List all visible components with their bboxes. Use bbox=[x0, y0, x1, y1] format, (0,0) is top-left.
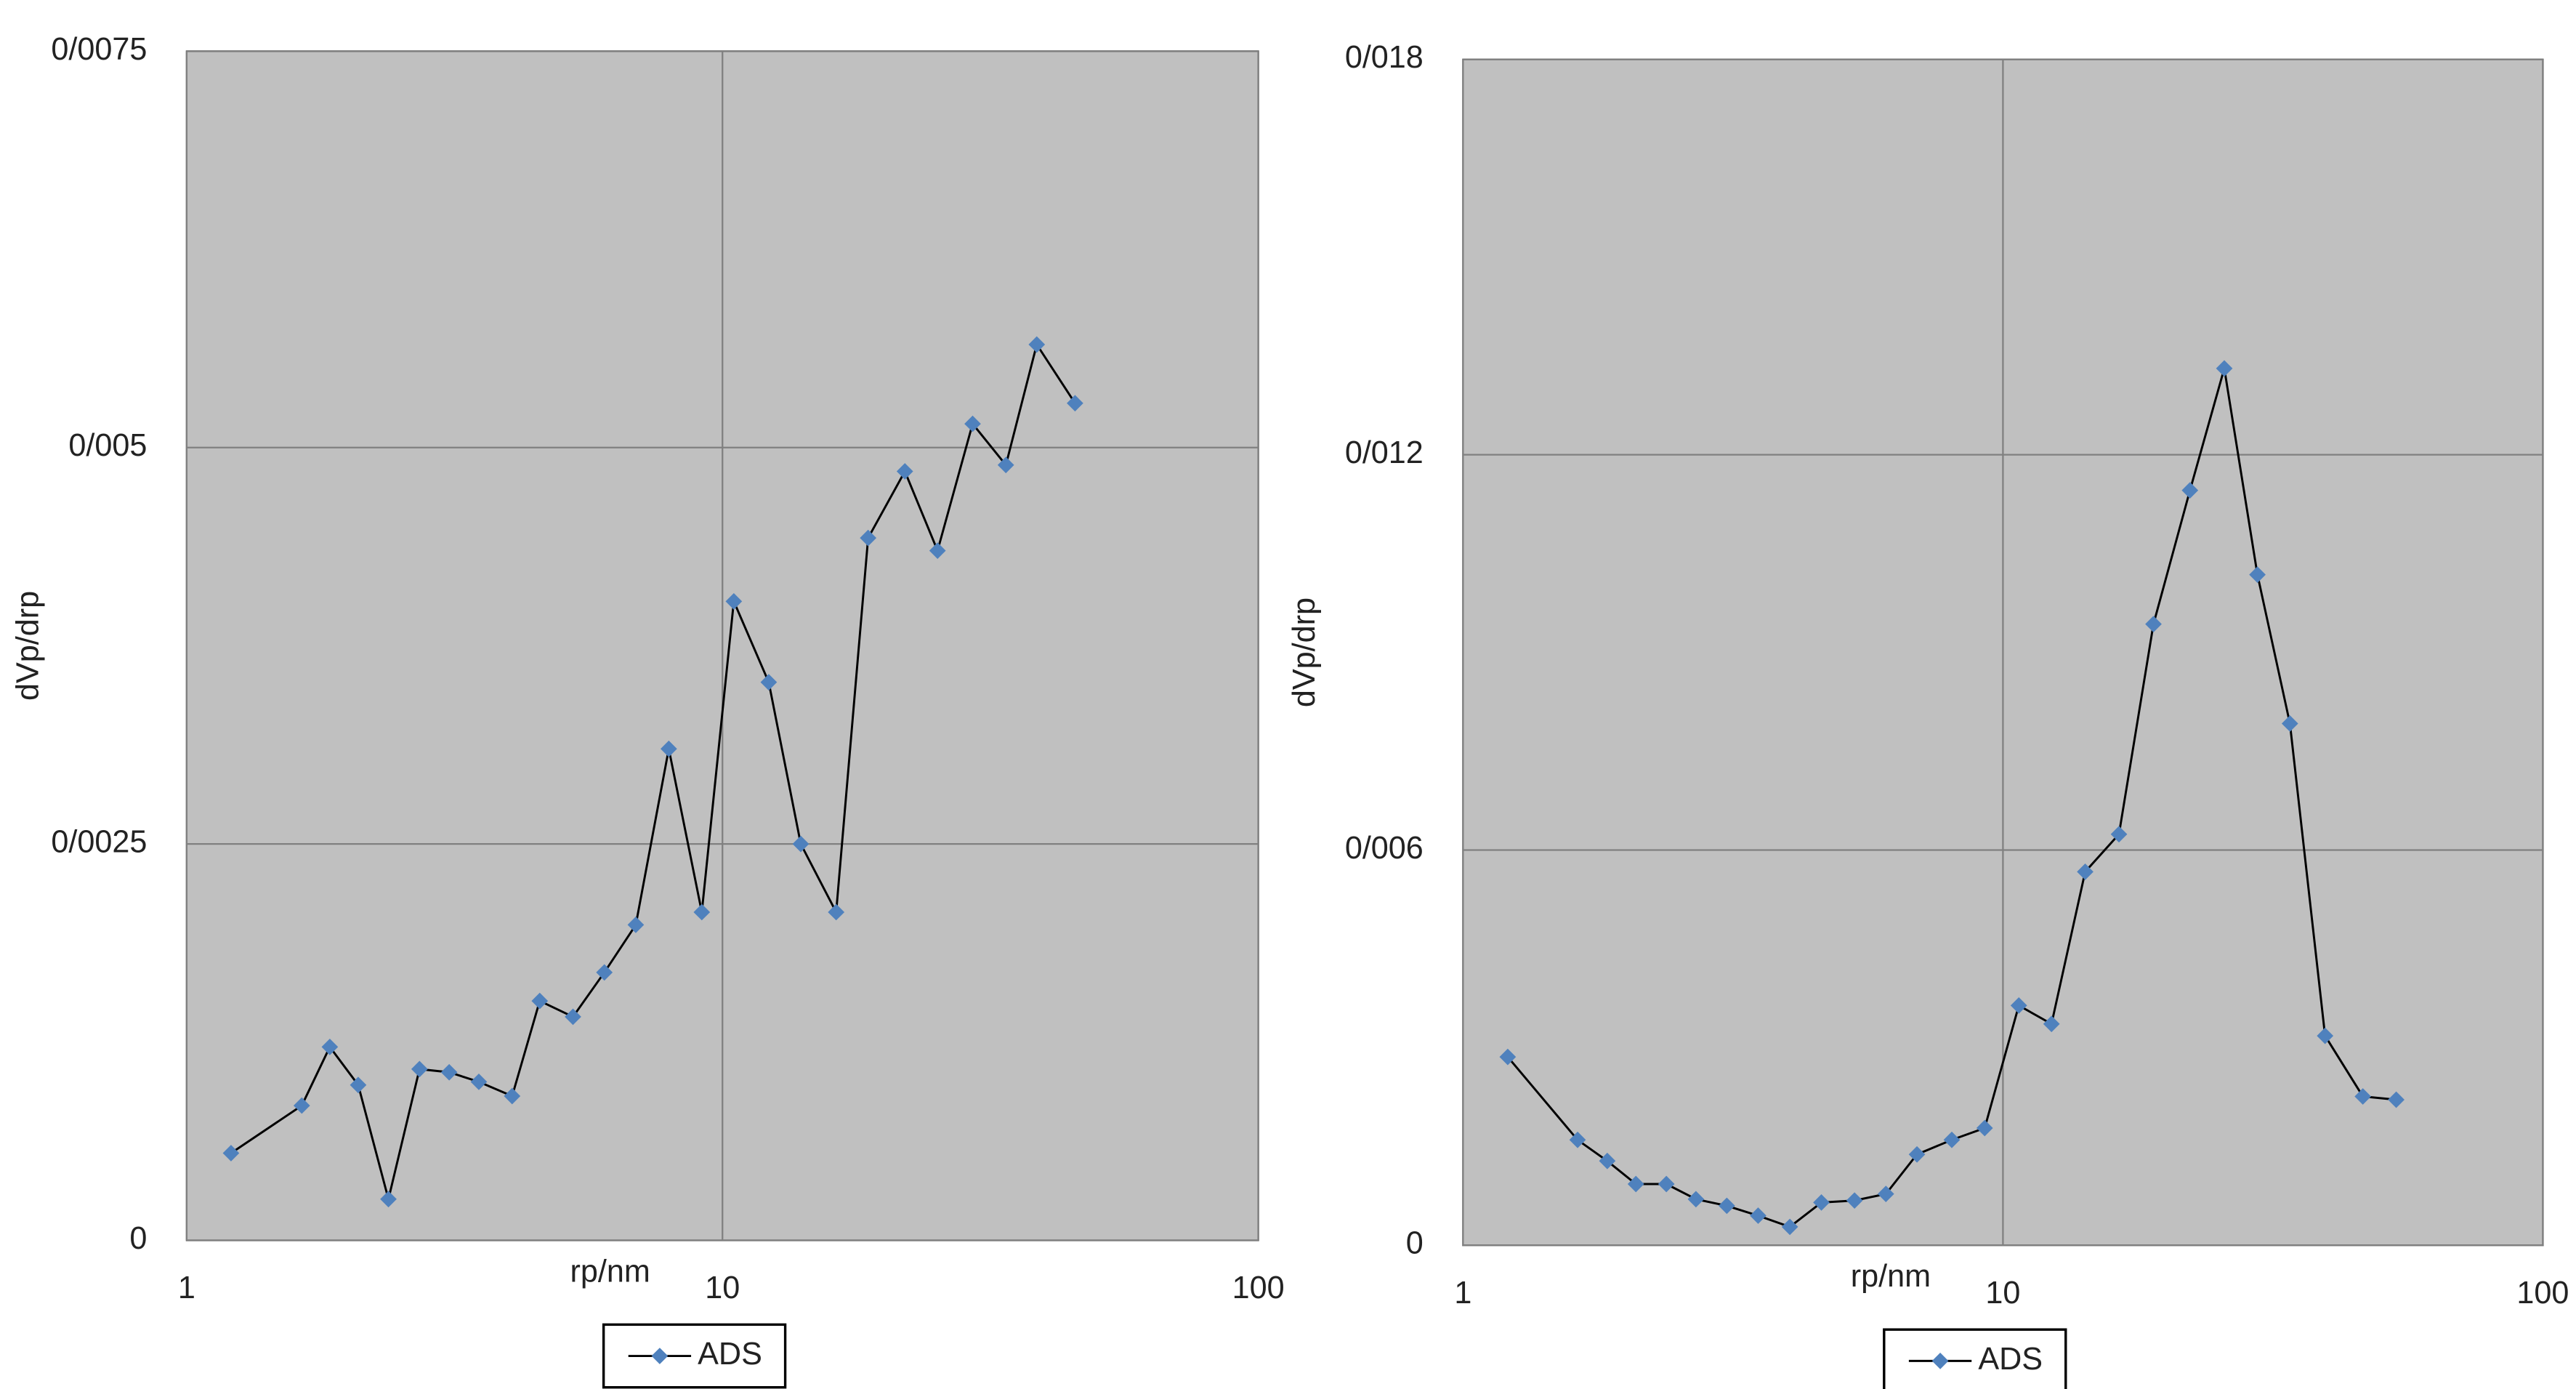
data-point bbox=[470, 1073, 488, 1090]
data-point bbox=[1499, 1048, 1517, 1066]
data-point bbox=[1028, 336, 1046, 353]
data-point bbox=[1976, 1119, 1993, 1137]
x-tick-label: 1 bbox=[178, 1271, 195, 1305]
x-axis-label: rp/nm bbox=[1851, 1259, 1931, 1294]
x-tick-label: 100 bbox=[1232, 1271, 1285, 1305]
data-point bbox=[293, 1097, 310, 1114]
data-point bbox=[929, 542, 946, 559]
data-point bbox=[2216, 360, 2233, 377]
data-point bbox=[2077, 863, 2093, 880]
y-tick-label: 0/0025 bbox=[51, 825, 147, 860]
data-point bbox=[531, 992, 549, 1010]
y-tick-label: 0 bbox=[1406, 1226, 1424, 1261]
data-point bbox=[1599, 1152, 1616, 1169]
x-axis-label: rp/nm bbox=[570, 1254, 650, 1289]
data-point bbox=[1943, 1131, 1961, 1148]
x-tick-label: 100 bbox=[2516, 1276, 2569, 1311]
data-point bbox=[1687, 1191, 1705, 1208]
data-point bbox=[2249, 566, 2266, 583]
data-point bbox=[693, 903, 711, 921]
data-point bbox=[1750, 1207, 1767, 1224]
data-point bbox=[2317, 1027, 2334, 1044]
legend-box bbox=[1883, 1328, 2067, 1389]
legend-label: ADS bbox=[1978, 1342, 2043, 1377]
data-point bbox=[760, 674, 778, 691]
y-axis-label: dVp/drp bbox=[10, 591, 45, 701]
legend-label: ADS bbox=[698, 1337, 762, 1372]
data-point bbox=[565, 1008, 581, 1026]
data-line bbox=[230, 342, 1076, 1200]
x-tick-label: 10 bbox=[705, 1271, 740, 1305]
x-tick-label: 1 bbox=[1454, 1276, 1471, 1311]
y-tick-label: 0/005 bbox=[68, 428, 147, 463]
x-tick-label: 10 bbox=[1985, 1276, 2020, 1311]
y-axis-label: dVp/drp bbox=[1287, 597, 1322, 707]
data-point bbox=[1877, 1185, 1894, 1202]
data-point bbox=[222, 1145, 240, 1161]
data-point bbox=[661, 740, 677, 757]
y-tick-label: 0/012 bbox=[1345, 435, 1424, 470]
data-point bbox=[1908, 1146, 1926, 1163]
data-point bbox=[2145, 616, 2162, 632]
data-point bbox=[596, 964, 613, 981]
legend-marker bbox=[1931, 1353, 1949, 1369]
y-tick-label: 0/006 bbox=[1345, 831, 1424, 866]
y-tick-label: 0 bbox=[129, 1221, 147, 1256]
data-point bbox=[964, 415, 981, 432]
data-point bbox=[860, 529, 877, 547]
data-point bbox=[2043, 1015, 2060, 1033]
data-point bbox=[1781, 1218, 1798, 1236]
y-tick-label: 0/018 bbox=[1345, 40, 1424, 75]
y-tick-label: 0/0075 bbox=[51, 32, 147, 67]
